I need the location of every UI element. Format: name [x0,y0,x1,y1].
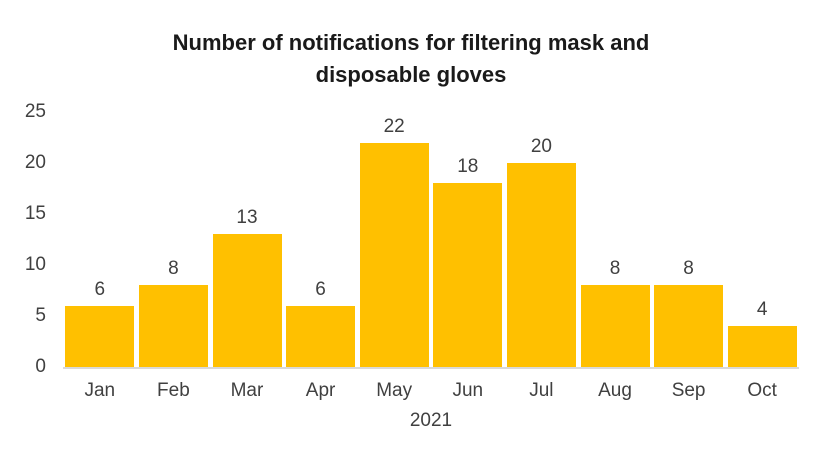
x-tick-label: Sep [671,380,706,401]
bar [727,326,797,367]
bar [286,305,356,367]
bar [65,305,135,367]
x-tick-label: Apr [305,380,336,401]
bar [138,285,208,367]
bar-value-label: 18 [457,156,479,178]
bar-value-label: 6 [94,278,106,300]
bar [580,285,650,367]
bar [212,234,282,367]
x-tick-label: Mar [230,380,264,401]
y-tick-label: 20 [24,152,46,173]
y-tick-label: 25 [24,101,46,122]
bar-value-label: 22 [383,115,405,137]
x-axis-title: 2021 [409,410,453,431]
y-tick-label: 5 [35,305,46,326]
x-tick-label: Jul [529,380,554,401]
bar [433,183,503,367]
x-tick-label: Jan [84,380,116,401]
y-tick-label: 10 [24,254,46,275]
bar-value-label: 6 [315,278,326,300]
bar-value-label: 13 [236,207,258,229]
plot-area: 6 8 13 6 22 18 20 8 8 4 [63,112,799,369]
bar-value-label: 4 [756,299,768,321]
bar-value-label: 20 [530,136,552,157]
y-tick-label: 15 [24,203,46,224]
x-tick-label: Feb [157,380,190,401]
x-tick-label: Aug [598,380,632,401]
bar-value-label: 8 [168,258,179,280]
chart-title-text: Number of notifications for filtering ma… [172,30,650,87]
bar-value-label: 8 [683,258,694,280]
bar-value-label: 8 [609,258,621,280]
bar [359,142,429,367]
x-tick-label: May [376,380,413,401]
bar [654,285,724,367]
chart-title: Number of notifications for filtering ma… [0,27,822,91]
bar [506,163,576,367]
y-tick-label: 0 [35,356,46,377]
x-axis: Jan Feb Mar Apr May Jun Jul Aug Sep Oct [63,381,799,401]
x-tick-label: Jun [452,380,484,401]
y-axis: 0 5 10 15 20 25 [0,102,46,377]
x-tick-label: Oct [747,380,777,401]
